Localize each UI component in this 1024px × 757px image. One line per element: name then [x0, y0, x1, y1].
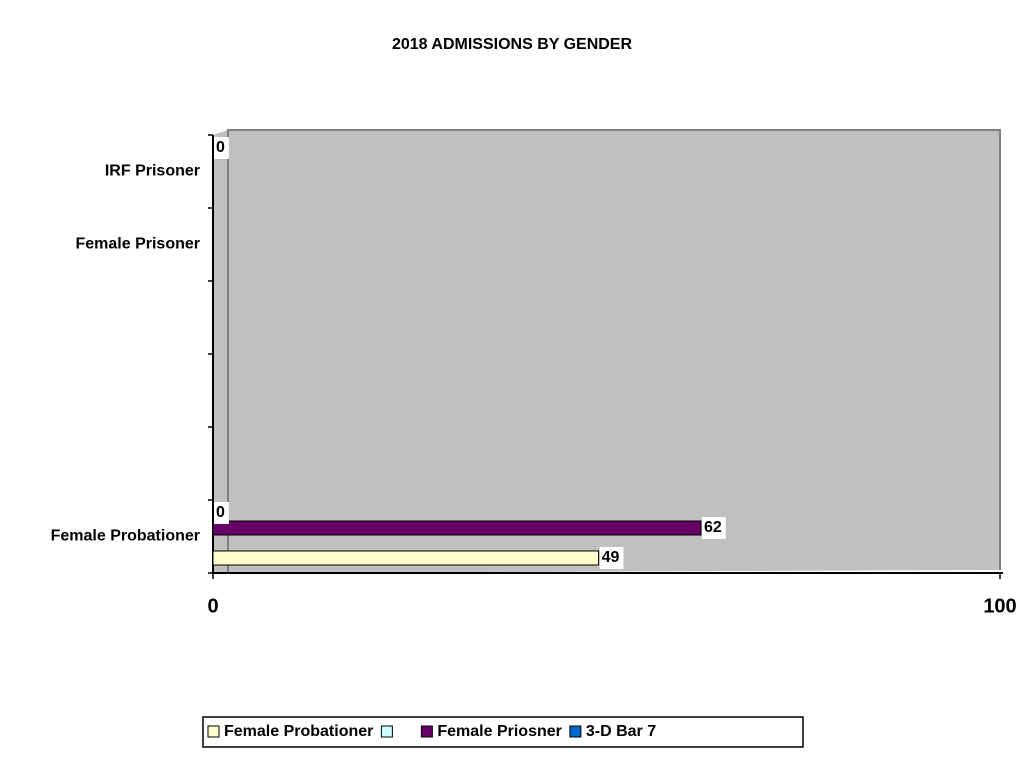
data-label: 0	[216, 504, 225, 521]
data-label-bg	[599, 547, 624, 569]
y-tick-label: Female Probationer	[51, 528, 200, 545]
data-label: 62	[704, 519, 722, 536]
x-tick-label: 100	[983, 595, 1016, 617]
data-label-bg	[214, 502, 229, 524]
legend-label: Female Priosner	[437, 723, 562, 740]
chart-title: 2018 ADMISSIONS BY GENDER	[392, 36, 633, 53]
bar	[212, 550, 600, 566]
data-label-bg	[701, 517, 726, 539]
plot-border	[227, 129, 1001, 573]
x-tick-label: 0	[207, 595, 218, 617]
legend-swatch	[207, 725, 220, 738]
legend-label: Female Probationer	[224, 723, 373, 740]
data-label: 49	[602, 549, 620, 566]
legend-box	[202, 716, 804, 748]
legend-swatch	[380, 725, 393, 738]
data-label: 0	[216, 139, 225, 156]
legend-swatch	[420, 725, 433, 738]
plot-area	[213, 130, 1000, 573]
legend-label: 3-D Bar 7	[586, 723, 656, 740]
bar	[212, 520, 702, 536]
y-tick-label: IRF Prisoner	[105, 163, 200, 180]
y-tick-label: Female Prisoner	[76, 236, 201, 253]
data-label-bg	[214, 137, 229, 159]
legend-swatch	[569, 725, 582, 738]
